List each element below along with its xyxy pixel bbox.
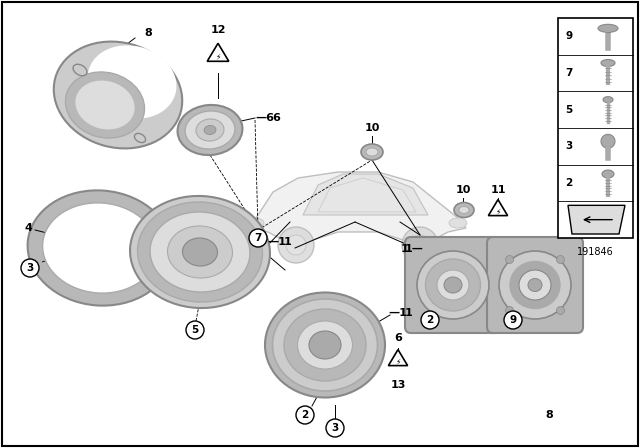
Circle shape: [249, 229, 267, 247]
Text: 1: 1: [400, 244, 408, 254]
Circle shape: [601, 134, 615, 148]
Polygon shape: [303, 174, 428, 215]
Text: 1: 1: [284, 237, 292, 247]
Text: 9: 9: [509, 315, 516, 325]
Ellipse shape: [196, 119, 224, 141]
Circle shape: [278, 227, 314, 263]
Circle shape: [296, 406, 314, 424]
Text: 5: 5: [191, 325, 198, 335]
Bar: [558, 18, 633, 238]
Ellipse shape: [182, 238, 218, 266]
Text: ⚡: ⚡: [215, 52, 221, 61]
Ellipse shape: [426, 259, 481, 311]
Polygon shape: [250, 172, 466, 248]
Text: 8: 8: [144, 28, 152, 38]
Ellipse shape: [417, 251, 489, 319]
Circle shape: [402, 227, 438, 263]
Text: 10: 10: [455, 185, 470, 195]
Text: 3: 3: [26, 263, 34, 273]
Ellipse shape: [130, 196, 270, 308]
Text: 7: 7: [565, 68, 573, 78]
Ellipse shape: [499, 251, 571, 319]
Ellipse shape: [528, 279, 542, 292]
Ellipse shape: [168, 226, 232, 278]
Ellipse shape: [134, 134, 145, 142]
Ellipse shape: [602, 170, 614, 178]
Ellipse shape: [309, 331, 341, 359]
Ellipse shape: [366, 148, 378, 156]
Ellipse shape: [519, 270, 551, 300]
Text: 6: 6: [272, 113, 280, 123]
Ellipse shape: [28, 190, 172, 306]
Text: 2: 2: [301, 410, 308, 420]
Circle shape: [506, 255, 513, 263]
Ellipse shape: [298, 321, 353, 369]
Text: 5: 5: [565, 105, 573, 115]
Ellipse shape: [459, 207, 469, 214]
Text: 11: 11: [490, 185, 506, 195]
Ellipse shape: [601, 60, 615, 66]
Circle shape: [286, 235, 306, 255]
Ellipse shape: [150, 212, 250, 292]
Text: 9: 9: [565, 31, 573, 41]
Circle shape: [410, 235, 430, 255]
Ellipse shape: [185, 111, 235, 149]
FancyBboxPatch shape: [405, 237, 501, 333]
Circle shape: [556, 255, 564, 263]
Text: 12: 12: [211, 25, 226, 35]
Ellipse shape: [73, 64, 87, 76]
Ellipse shape: [204, 125, 216, 134]
Polygon shape: [318, 178, 416, 212]
Ellipse shape: [273, 299, 378, 391]
Ellipse shape: [437, 270, 469, 300]
Text: 10: 10: [364, 123, 380, 133]
Polygon shape: [207, 43, 229, 61]
Ellipse shape: [65, 72, 145, 138]
Ellipse shape: [603, 97, 613, 103]
Text: 13: 13: [390, 380, 406, 390]
Text: 2: 2: [426, 315, 434, 325]
Ellipse shape: [361, 144, 383, 160]
Ellipse shape: [444, 277, 462, 293]
Text: —1: —1: [268, 237, 287, 247]
Ellipse shape: [284, 309, 366, 381]
Polygon shape: [488, 200, 508, 215]
Text: 2: 2: [565, 178, 573, 188]
Circle shape: [21, 259, 39, 277]
Circle shape: [504, 311, 522, 329]
Text: 1: 1: [405, 308, 413, 318]
FancyBboxPatch shape: [487, 237, 583, 333]
Ellipse shape: [510, 262, 560, 309]
Circle shape: [186, 321, 204, 339]
Ellipse shape: [454, 202, 474, 217]
Text: 191846: 191846: [577, 247, 614, 257]
Ellipse shape: [265, 293, 385, 397]
Circle shape: [421, 311, 439, 329]
Circle shape: [556, 306, 564, 314]
Circle shape: [506, 306, 513, 314]
Text: —1: —1: [388, 308, 408, 318]
Ellipse shape: [138, 202, 262, 302]
Ellipse shape: [88, 45, 177, 119]
Text: ⚡: ⚡: [396, 358, 401, 366]
Ellipse shape: [598, 24, 618, 32]
Polygon shape: [568, 205, 625, 234]
Ellipse shape: [76, 81, 134, 129]
Text: —6: —6: [255, 113, 275, 123]
Text: 7: 7: [254, 233, 262, 243]
Ellipse shape: [449, 218, 467, 228]
Ellipse shape: [54, 42, 182, 148]
Text: ⚡: ⚡: [495, 207, 500, 216]
Ellipse shape: [43, 203, 157, 293]
Text: 6: 6: [394, 333, 402, 343]
Text: 3: 3: [565, 141, 573, 151]
Text: 4: 4: [24, 223, 32, 233]
Ellipse shape: [246, 218, 264, 228]
Text: 8: 8: [545, 410, 553, 420]
Ellipse shape: [177, 105, 243, 155]
Text: 1—: 1—: [404, 244, 424, 254]
Polygon shape: [388, 349, 408, 366]
Circle shape: [326, 419, 344, 437]
Text: 3: 3: [332, 423, 339, 433]
